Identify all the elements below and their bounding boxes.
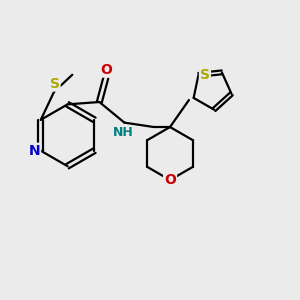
Text: S: S [200, 68, 210, 82]
Text: S: S [50, 76, 60, 91]
Text: O: O [100, 63, 112, 76]
Text: N: N [28, 144, 40, 158]
Text: NH: NH [113, 126, 134, 140]
Text: O: O [164, 173, 176, 187]
